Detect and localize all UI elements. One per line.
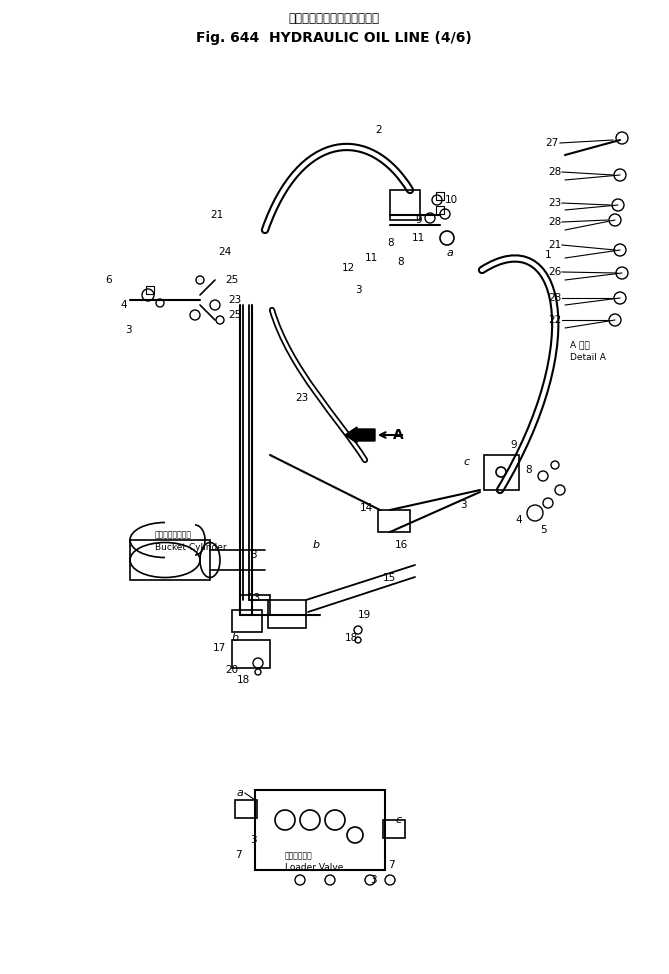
Text: 3: 3 [125,325,132,335]
Text: 17: 17 [213,643,226,653]
Text: 13: 13 [248,593,262,603]
Text: 23: 23 [295,393,308,403]
Text: a: a [237,788,244,798]
Bar [484,455,519,490]
Text: 9: 9 [510,440,516,450]
Bar [390,190,420,220]
Text: 6: 6 [105,275,112,285]
Text: 3: 3 [250,835,257,845]
Text: 12: 12 [342,263,355,273]
Bar [268,600,306,628]
Text: 27: 27 [545,138,558,148]
Bar [232,640,270,668]
Bar [235,800,257,818]
Text: 9: 9 [415,215,421,225]
Bar [383,820,405,838]
Text: 10: 10 [445,195,458,205]
Text: c: c [395,815,401,825]
Text: 28: 28 [548,167,561,177]
Text: Loader Valve: Loader Valve [285,864,343,873]
Text: 28: 28 [548,217,561,227]
Text: 3: 3 [250,550,257,560]
Text: 2: 2 [375,125,381,135]
Text: 14: 14 [360,503,373,513]
Text: 7: 7 [388,860,395,870]
Text: 3: 3 [355,285,362,295]
Text: 18: 18 [237,675,250,685]
Text: Fig. 644  HYDRAULIC OIL LINE (4/6): Fig. 644 HYDRAULIC OIL LINE (4/6) [196,31,472,45]
Text: b: b [232,633,239,643]
Text: 4: 4 [120,300,126,310]
Bar [436,206,444,214]
Text: バケットシリンダ: バケットシリンダ [155,531,192,540]
Text: Bucket Cylinder: Bucket Cylinder [155,543,227,551]
Text: 8: 8 [397,257,403,267]
Text: 20: 20 [225,665,238,675]
Text: 11: 11 [365,253,378,263]
Bar [130,540,210,580]
Bar [232,610,262,632]
FancyArrow shape [345,427,375,443]
Text: 21: 21 [210,210,223,220]
Text: c: c [463,457,469,467]
Text: 23: 23 [228,295,242,305]
Text: 1: 1 [545,250,552,260]
Text: 26: 26 [548,267,561,277]
Text: 21: 21 [548,240,561,250]
Text: b: b [313,540,320,550]
Text: 25: 25 [228,310,242,320]
Text: 22: 22 [548,315,561,325]
Text: 8: 8 [387,238,393,248]
Text: 28: 28 [548,293,561,303]
Bar [378,510,410,532]
Text: 3: 3 [460,500,466,510]
Text: 11: 11 [412,233,425,243]
Text: 23: 23 [548,198,561,208]
Text: ローダバルブ: ローダバルブ [285,851,312,860]
Text: 3: 3 [370,875,377,885]
Bar [146,286,154,294]
Text: ハイドロリックオイルライン: ハイドロリックオイルライン [288,12,379,24]
Text: 8: 8 [525,465,532,475]
Text: a: a [447,248,454,258]
Text: A: A [393,428,404,442]
Text: 18: 18 [345,633,359,643]
Text: 16: 16 [395,540,408,550]
Bar [240,595,270,615]
Bar [255,790,385,870]
Text: 15: 15 [383,573,396,583]
Text: 19: 19 [358,610,371,620]
Text: Detail A: Detail A [570,354,606,362]
Text: 5: 5 [540,525,547,535]
Text: 25: 25 [225,275,238,285]
Text: 24: 24 [218,247,231,257]
Bar [436,192,444,200]
Text: 4: 4 [515,515,522,525]
Text: A 図詳: A 図詳 [570,341,590,350]
Text: 7: 7 [235,850,242,860]
